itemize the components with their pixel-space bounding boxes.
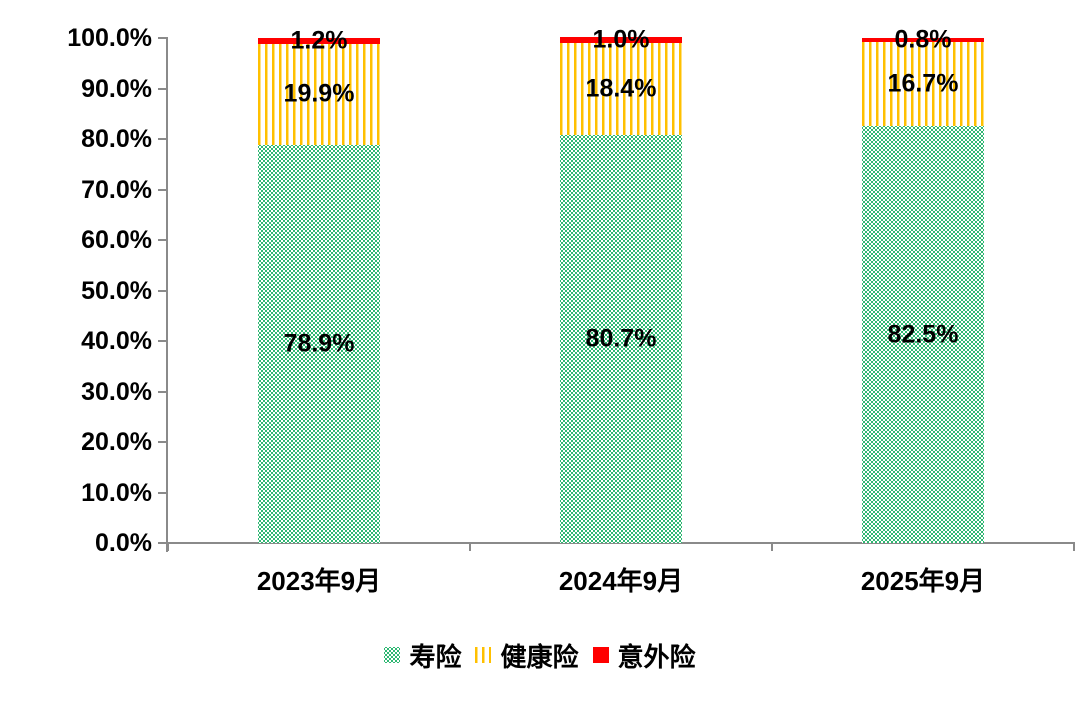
legend-item-health: 健康险 bbox=[475, 637, 579, 674]
y-axis-tick bbox=[158, 441, 168, 443]
data-label-health: 16.7% bbox=[887, 69, 959, 98]
bar-segment-accident bbox=[862, 38, 984, 43]
data-label-health: 19.9% bbox=[283, 79, 355, 108]
y-axis-tick-label: 100.0% bbox=[67, 24, 152, 52]
bar-segment-health bbox=[258, 44, 380, 145]
bar-segment-life bbox=[258, 144, 380, 543]
bar-segment-life bbox=[560, 135, 682, 543]
data-label-life: 80.7% bbox=[585, 324, 657, 353]
x-axis-tick bbox=[469, 543, 471, 551]
y-axis-tick bbox=[158, 542, 168, 544]
data-label-accident: 1.0% bbox=[592, 25, 650, 54]
x-axis-category-label: 2025年9月 bbox=[860, 566, 986, 596]
legend: 寿险 健康险 意外险 bbox=[0, 638, 1080, 672]
y-axis-tick bbox=[158, 491, 168, 494]
y-axis-tick bbox=[158, 87, 168, 90]
y-axis-tick-label: 20.0% bbox=[81, 428, 152, 456]
y-axis-tick-label: 70.0% bbox=[81, 175, 152, 204]
legend-accident-icon bbox=[592, 647, 609, 663]
bar-segment-health bbox=[862, 42, 984, 127]
data-label-life: 78.9% bbox=[283, 329, 355, 358]
bar-segment-accident bbox=[258, 38, 380, 45]
bar-segment-life bbox=[862, 126, 984, 543]
legend-label-health: 健康险 bbox=[500, 641, 579, 672]
legend-label-life: 寿险 bbox=[409, 641, 462, 672]
y-axis-tick-label: 90.0% bbox=[81, 74, 152, 103]
data-label-accident: 1.2% bbox=[290, 26, 348, 55]
x-axis-tick bbox=[771, 543, 773, 551]
data-label-accident: 0.8% bbox=[894, 25, 952, 54]
y-axis-tick bbox=[158, 390, 168, 393]
y-axis-tick-label: 50.0% bbox=[81, 276, 152, 305]
x-axis-tick bbox=[167, 543, 169, 551]
y-axis-tick bbox=[158, 239, 168, 241]
legend-health-icon bbox=[475, 647, 492, 663]
y-axis-tick bbox=[158, 340, 168, 342]
y-axis-tick bbox=[158, 289, 168, 292]
y-axis-tick-label: 10.0% bbox=[81, 478, 152, 507]
y-axis-tick-label: 30.0% bbox=[81, 377, 152, 406]
legend-item-accident: 意外险 bbox=[592, 637, 696, 674]
y-axis-tick-label: 0.0% bbox=[95, 529, 152, 557]
x-axis-category-label: 2023年9月 bbox=[256, 566, 382, 596]
legend-label-accident: 意外险 bbox=[617, 641, 696, 672]
legend-life-icon bbox=[384, 647, 401, 663]
data-label-health: 18.4% bbox=[585, 74, 657, 103]
y-axis-tick bbox=[158, 188, 168, 191]
y-axis-tick-label: 40.0% bbox=[81, 327, 152, 355]
x-axis-line bbox=[168, 542, 1075, 544]
x-axis-tick bbox=[1073, 543, 1075, 551]
y-axis-tick bbox=[158, 138, 168, 140]
y-axis-tick bbox=[158, 37, 168, 39]
legend-item-life: 寿险 bbox=[384, 637, 461, 674]
bar-segment-accident bbox=[560, 37, 682, 43]
y-axis-line bbox=[166, 38, 168, 552]
y-axis-tick-label: 80.0% bbox=[81, 125, 152, 153]
bar-segment-health bbox=[560, 42, 682, 136]
y-axis-tick-label: 60.0% bbox=[81, 226, 152, 254]
x-axis-category-label: 2024年9月 bbox=[558, 566, 684, 596]
data-label-life: 82.5% bbox=[887, 320, 959, 349]
